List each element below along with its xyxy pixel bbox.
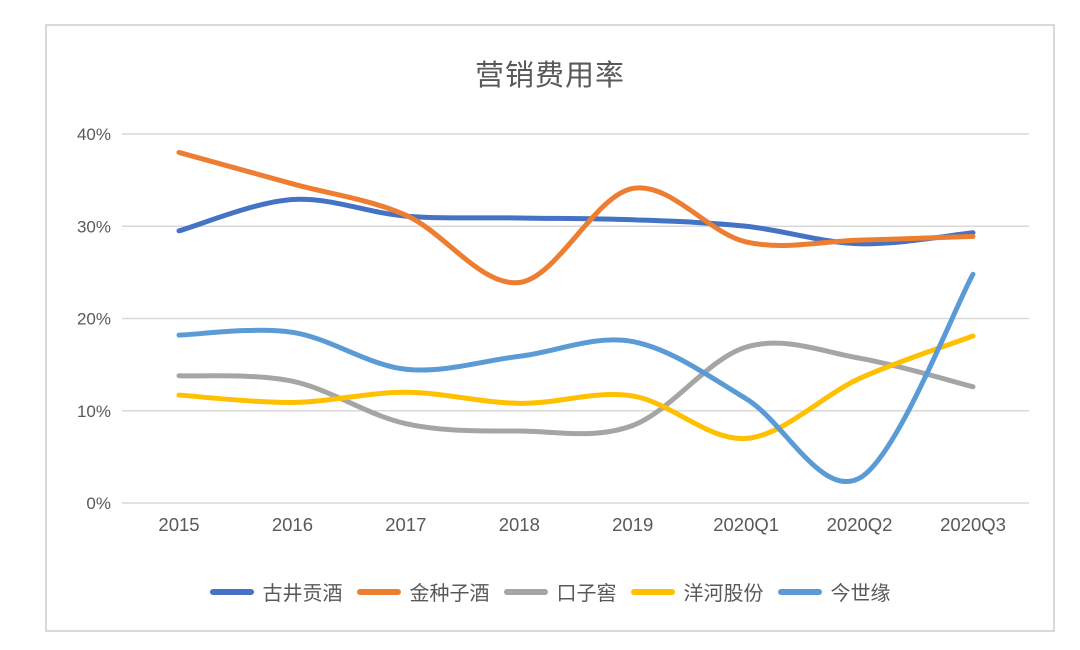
legend-item: 口子窖 (503, 577, 617, 606)
legend-item: 洋河股份 (630, 577, 764, 606)
chart-card: 营销费用率 0% 10% 20% 30% 40% 2015 2016 2017 2018 2019… (45, 24, 1055, 632)
x-axis-tick-label: 2020Q2 (827, 514, 893, 535)
legend-item: 今世缘 (777, 577, 891, 606)
legend-line-swatch-icon (209, 588, 254, 595)
legend-item-label: 古井贡酒 (262, 583, 343, 605)
legend-item-label: 洋河股份 (683, 583, 764, 605)
x-axis-tick-label: 2015 (158, 514, 199, 535)
y-axis-tick-label: 40% (77, 125, 111, 144)
x-axis-tick-label: 2018 (499, 514, 540, 535)
y-axis-tick-label: 20% (77, 310, 111, 329)
legend-item: 金种子酒 (356, 577, 490, 606)
x-axis-tick-label: 2019 (612, 514, 653, 535)
series-line (176, 149, 976, 286)
series-line (176, 333, 976, 441)
chart-legend: 古井贡酒 金种子酒 口子窖 洋河股份 今世缘 (47, 577, 1053, 606)
line-chart-plot: 0% 10% 20% 30% 40% 2015 2016 2017 2018 2019 2020Q1… (77, 125, 1029, 535)
y-axis-tick-label: 0% (86, 494, 111, 513)
legend-line-swatch-icon (503, 588, 548, 595)
x-axis-tick-label: 2017 (385, 514, 426, 535)
legend-item: 古井贡酒 (209, 577, 343, 606)
legend-line-swatch-icon (777, 588, 822, 595)
legend-line-swatch-icon (356, 588, 401, 595)
chart-title: 营销费用率 (474, 60, 625, 92)
y-axis-tick-label: 10% (77, 402, 111, 421)
series-line (176, 340, 976, 437)
y-axis-tick-label: 30% (77, 217, 111, 236)
legend-item-label: 口子窖 (556, 583, 617, 605)
x-axis-tick-label: 2020Q1 (713, 514, 779, 535)
legend-item-label: 金种子酒 (409, 583, 490, 605)
series-line (176, 271, 976, 484)
x-axis-tick-label: 2020Q3 (940, 514, 1006, 535)
x-axis-tick-label: 2016 (272, 514, 313, 535)
legend-line-swatch-icon (630, 588, 675, 595)
legend-item-label: 今世缘 (830, 583, 891, 605)
